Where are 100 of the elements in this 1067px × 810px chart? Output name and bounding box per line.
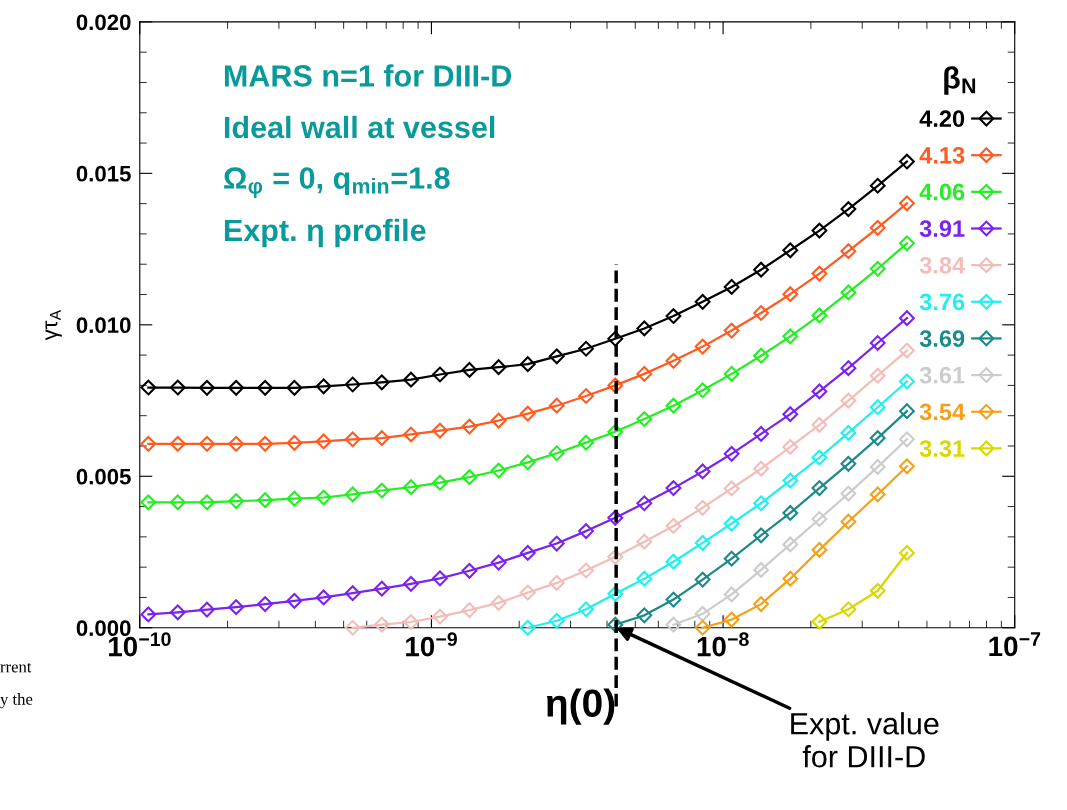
annotation: MARS n=1 for DIII-D xyxy=(224,64,512,87)
point xyxy=(899,153,915,170)
point xyxy=(199,435,215,452)
point xyxy=(228,379,245,396)
point xyxy=(228,435,245,452)
point xyxy=(461,418,478,435)
point xyxy=(899,431,915,448)
point xyxy=(782,472,799,489)
point xyxy=(403,614,419,630)
point xyxy=(578,601,594,618)
annotation: Ω$_{φ}$ = 0, q$_{min}$=1.8 xyxy=(224,167,450,198)
point xyxy=(578,340,594,357)
annotation: η(0) xyxy=(546,688,615,725)
point xyxy=(636,365,653,382)
point xyxy=(899,373,915,390)
point xyxy=(490,462,507,479)
point xyxy=(869,430,886,447)
point xyxy=(840,425,857,441)
point xyxy=(869,219,886,236)
point xyxy=(636,533,653,550)
point xyxy=(869,335,886,351)
point xyxy=(607,330,624,347)
point xyxy=(753,425,769,442)
legend-label: 4.06 xyxy=(919,183,965,201)
point xyxy=(782,536,799,553)
point xyxy=(694,382,711,399)
point xyxy=(723,445,740,462)
point xyxy=(519,545,536,561)
text: rrent xyxy=(0,662,32,673)
point xyxy=(899,310,915,327)
point xyxy=(723,611,740,628)
point xyxy=(811,541,828,558)
point xyxy=(461,469,478,486)
point xyxy=(578,388,594,404)
point xyxy=(257,492,274,509)
point xyxy=(519,356,536,373)
point xyxy=(607,616,624,633)
point xyxy=(899,342,915,359)
point xyxy=(840,455,857,472)
point xyxy=(694,619,711,636)
point xyxy=(753,527,769,544)
annotation: Ideal wall at vessel xyxy=(224,115,495,139)
legend-label: 4.20 xyxy=(919,110,965,128)
point xyxy=(665,616,682,633)
legend-label: 3.84 xyxy=(919,256,966,274)
point xyxy=(432,422,448,439)
point xyxy=(753,596,769,613)
point xyxy=(869,260,886,277)
point xyxy=(753,495,769,512)
point xyxy=(373,374,390,391)
point xyxy=(665,308,682,324)
point xyxy=(694,605,711,622)
point xyxy=(344,585,361,602)
point xyxy=(490,412,507,429)
point xyxy=(169,494,186,511)
point xyxy=(315,378,332,395)
point xyxy=(169,604,186,621)
point xyxy=(373,482,390,499)
point xyxy=(257,596,274,613)
point xyxy=(840,284,857,301)
point xyxy=(315,489,332,506)
point xyxy=(840,601,857,618)
point xyxy=(811,222,828,239)
point xyxy=(782,505,799,521)
point xyxy=(286,379,303,396)
point xyxy=(315,589,332,606)
point xyxy=(869,486,886,503)
text: y the xyxy=(0,693,33,709)
point xyxy=(782,328,799,345)
point xyxy=(607,423,624,440)
point xyxy=(782,286,799,303)
point xyxy=(840,360,857,377)
point xyxy=(403,575,419,592)
point xyxy=(869,399,886,416)
point xyxy=(694,463,711,480)
point xyxy=(811,416,828,433)
point xyxy=(636,607,653,624)
point xyxy=(344,619,361,636)
point xyxy=(869,367,886,384)
point xyxy=(665,518,682,534)
point xyxy=(840,485,857,502)
point xyxy=(723,365,740,382)
point xyxy=(548,535,565,552)
point xyxy=(403,479,419,496)
point xyxy=(257,435,274,452)
point xyxy=(665,352,682,369)
point xyxy=(869,458,886,475)
annotation: Expt. value for DIII-D xyxy=(791,712,939,768)
point xyxy=(490,359,507,376)
y-tick-label: 0.020 xyxy=(76,14,131,31)
point xyxy=(723,550,740,567)
point xyxy=(753,305,769,321)
point xyxy=(578,523,594,540)
point xyxy=(723,586,740,603)
point xyxy=(548,612,565,629)
point xyxy=(286,592,303,609)
point xyxy=(432,570,448,587)
point xyxy=(753,460,769,477)
legend-label: 3.54 xyxy=(919,403,966,421)
point xyxy=(548,348,565,365)
